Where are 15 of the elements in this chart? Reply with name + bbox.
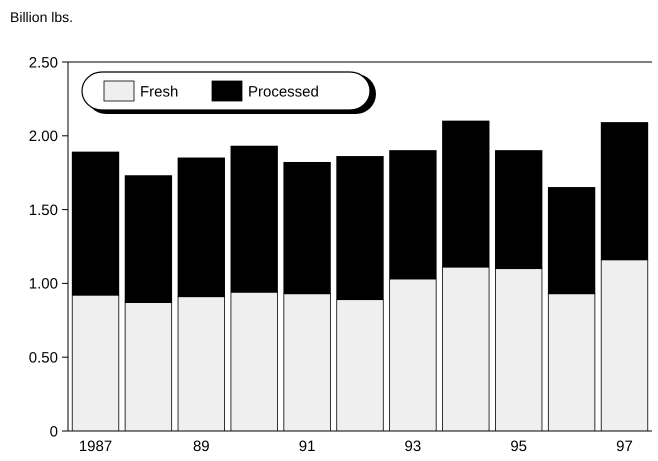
y-tick-label: 1.00 [28, 276, 58, 293]
legend-label: Fresh [140, 83, 178, 100]
y-axis-title: Billion lbs. [10, 9, 74, 25]
x-tick-label: 95 [510, 438, 528, 455]
x-tick-label: 91 [298, 438, 316, 455]
x-tick-label: 1987 [78, 438, 112, 455]
legend-label: Processed [248, 83, 319, 100]
y-tick-label: 0 [50, 423, 58, 440]
x-tick-label: 97 [616, 438, 633, 455]
y-tick-label: 2.00 [28, 128, 58, 146]
x-tick-label: 93 [404, 438, 422, 455]
y-tick-label: 0.50 [28, 349, 58, 366]
x-tick-label: 89 [192, 438, 210, 455]
y-tick-label: 1.50 [28, 202, 58, 219]
y-tick-label: 2.50 [28, 54, 58, 72]
